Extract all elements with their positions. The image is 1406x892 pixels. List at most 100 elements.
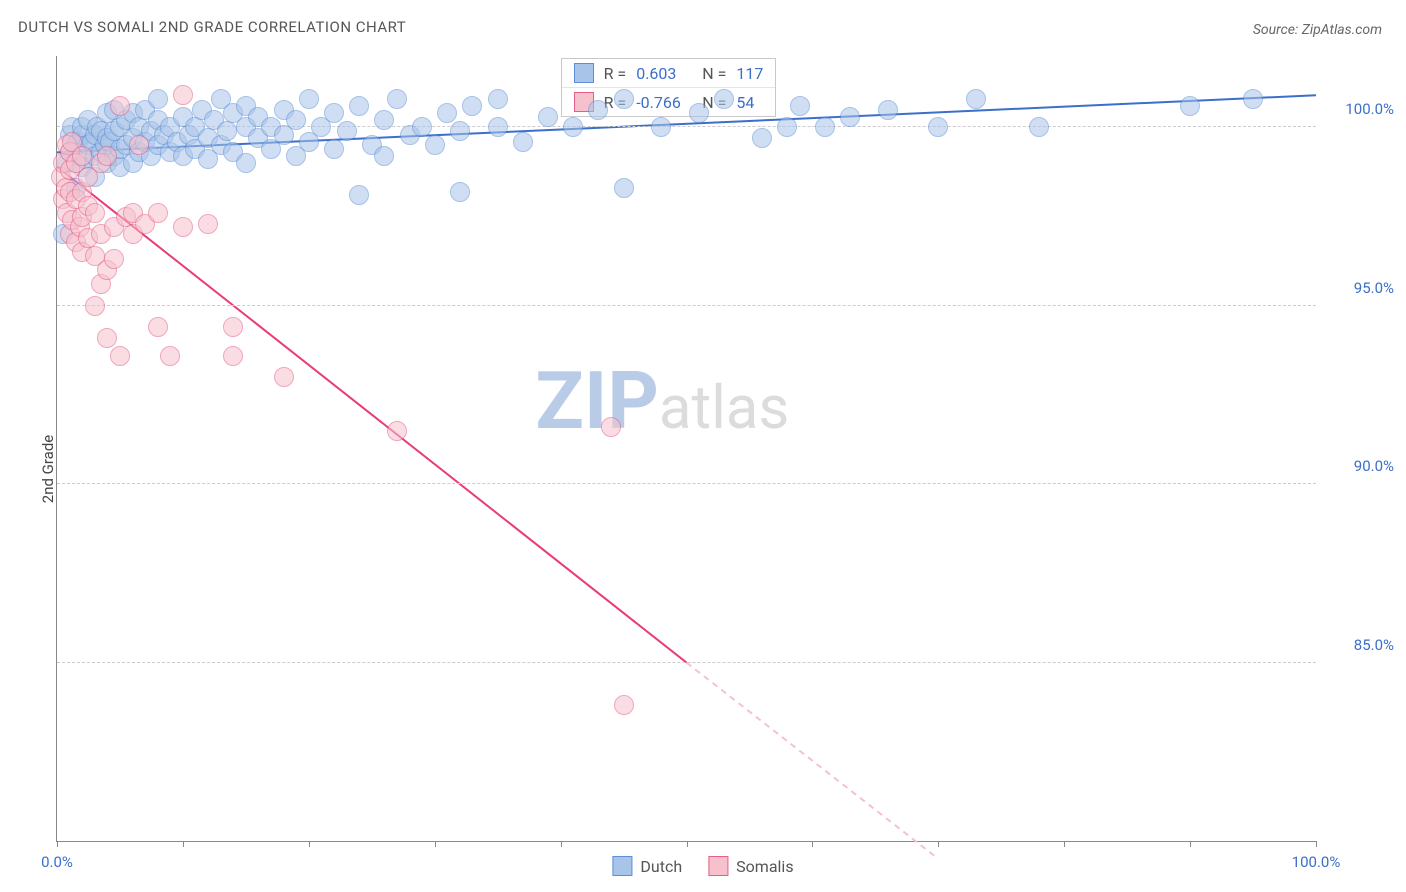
r-value: -0.766 [636,93,692,112]
scatter-point [85,296,105,316]
scatter-point [148,89,168,109]
scatter-point [538,107,558,127]
r-label: R = [604,64,627,83]
scatter-point [286,110,306,130]
scatter-point [1029,117,1049,137]
scatter-point [324,103,344,123]
scatter-point [450,182,470,202]
correlation-legend-row: R =0.603N =117 [562,59,776,87]
scatter-point [324,139,344,159]
chart-title: DUTCH VS SOMALI 2ND GRADE CORRELATION CH… [18,18,406,36]
scatter-point [878,100,898,120]
scatter-point [349,185,369,205]
scatter-point [488,89,508,109]
x-tick-label: 100.0% [1292,853,1341,871]
scatter-point [236,153,256,173]
y-tick-label: 95.0% [1324,279,1394,297]
scatter-point [85,203,105,223]
scatter-point [601,417,621,437]
plot-area: ZIPatlas R =0.603N =117R =-0.766N =54 85… [56,56,1316,842]
x-tick [1316,841,1317,847]
gridline-h [57,305,1316,306]
scatter-point [387,421,407,441]
scatter-point [274,367,294,387]
scatter-point [513,132,533,152]
scatter-point [387,89,407,109]
scatter-point [437,103,457,123]
x-tick [1064,841,1065,847]
scatter-point [714,89,734,109]
scatter-point [462,96,482,116]
scatter-point [614,89,634,109]
legend-item: Somalis [708,856,793,876]
x-tick [309,841,310,847]
scatter-point [374,146,394,166]
scatter-point [72,146,92,166]
y-tick-label: 100.0% [1324,100,1394,118]
x-tick [938,841,939,847]
legend-label: Dutch [640,857,682,876]
scatter-point [790,96,810,116]
watermark: ZIPatlas [535,354,789,448]
x-tick [687,841,688,847]
scatter-point [412,117,432,137]
scatter-point [777,117,797,137]
scatter-point [614,178,634,198]
scatter-point [425,135,445,155]
scatter-point [651,117,671,137]
watermark-part2: atlas [659,372,789,443]
scatter-point [349,96,369,116]
scatter-point [110,96,130,116]
scatter-point [752,128,772,148]
x-tick [561,841,562,847]
scatter-point [223,346,243,366]
y-axis-label: 2nd Grade [39,435,57,503]
scatter-point [299,89,319,109]
x-tick [812,841,813,847]
scatter-point [840,107,860,127]
y-tick-label: 85.0% [1324,636,1394,654]
scatter-point [97,146,117,166]
scatter-point [129,135,149,155]
scatter-point [110,346,130,366]
scatter-point [223,317,243,337]
scatter-point [563,117,583,137]
legend-swatch [612,856,632,876]
scatter-point [173,217,193,237]
scatter-point [198,214,218,234]
scatter-point [104,249,124,269]
scatter-point [148,203,168,223]
legend-label: Somalis [736,857,793,876]
scatter-point [217,121,237,141]
legend-swatch [574,63,594,83]
series-legend: Dutch Somalis [612,856,793,876]
x-tick [1190,841,1191,847]
scatter-point [689,103,709,123]
source-attribution: Source: ZipAtlas.com [1253,22,1382,38]
scatter-point [337,121,357,141]
scatter-point [1243,89,1263,109]
watermark-part1: ZIP [535,354,659,448]
n-value: 54 [736,93,754,112]
scatter-point [148,317,168,337]
legend-swatch [708,856,728,876]
y-tick-label: 90.0% [1324,457,1394,475]
chart-container: 2nd Grade ZIPatlas R =0.603N =117R =-0.7… [0,46,1406,892]
x-tick [435,841,436,847]
scatter-point [374,110,394,130]
trendlines-svg [57,56,1316,841]
scatter-point [588,100,608,120]
scatter-point [966,89,986,109]
scatter-point [1180,96,1200,116]
scatter-point [614,695,634,715]
gridline-h [57,662,1316,663]
gridline-h [57,483,1316,484]
n-value: 117 [736,64,763,83]
x-tick [57,841,58,847]
scatter-point [815,117,835,137]
legend-item: Dutch [612,856,682,876]
scatter-point [488,117,508,137]
n-label: N = [702,64,726,83]
scatter-point [450,121,470,141]
x-tick-label: 0.0% [41,853,73,871]
